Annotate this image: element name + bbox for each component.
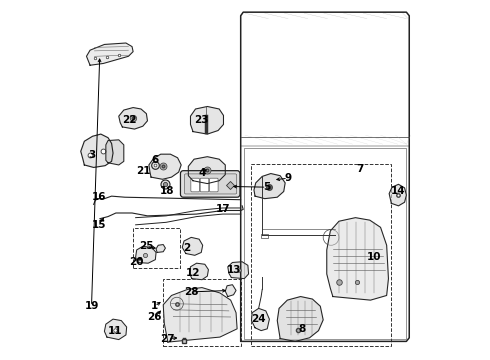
Polygon shape (104, 319, 126, 339)
Text: 21: 21 (137, 166, 151, 176)
Text: 26: 26 (147, 312, 162, 322)
Text: 16: 16 (92, 192, 106, 202)
Text: 3: 3 (88, 150, 95, 160)
Polygon shape (149, 154, 181, 179)
Polygon shape (136, 246, 156, 263)
Bar (245, 148, 406, 338)
Text: 12: 12 (186, 268, 200, 278)
Text: 18: 18 (160, 186, 174, 197)
Polygon shape (251, 309, 270, 330)
Polygon shape (327, 218, 389, 300)
Bar (133, 228, 180, 268)
Text: 25: 25 (139, 241, 154, 251)
Text: 27: 27 (161, 333, 175, 343)
Bar (163, 279, 241, 346)
Polygon shape (389, 184, 406, 206)
Polygon shape (190, 263, 208, 280)
Polygon shape (81, 134, 113, 167)
Text: 6: 6 (151, 155, 158, 165)
Polygon shape (277, 297, 323, 341)
Polygon shape (254, 174, 285, 199)
Text: 4: 4 (198, 168, 206, 178)
Text: 17: 17 (216, 204, 230, 215)
Text: 10: 10 (367, 252, 381, 262)
Polygon shape (182, 237, 203, 255)
Text: 19: 19 (84, 301, 98, 311)
Text: 28: 28 (184, 287, 198, 297)
Polygon shape (119, 108, 147, 129)
Text: 7: 7 (356, 164, 364, 174)
Text: 1: 1 (151, 301, 158, 311)
Text: 5: 5 (263, 182, 270, 192)
FancyBboxPatch shape (200, 178, 209, 192)
FancyBboxPatch shape (210, 178, 218, 192)
Bar (261, 234, 268, 238)
FancyBboxPatch shape (180, 171, 240, 197)
Text: 23: 23 (194, 115, 209, 125)
Text: 11: 11 (108, 326, 122, 336)
Polygon shape (188, 157, 225, 184)
FancyBboxPatch shape (184, 174, 237, 194)
Text: 9: 9 (285, 173, 292, 183)
Bar (251, 164, 392, 346)
Text: 14: 14 (391, 186, 406, 197)
Text: 15: 15 (92, 220, 106, 230)
Polygon shape (228, 262, 248, 279)
Text: 2: 2 (183, 243, 191, 253)
Polygon shape (87, 43, 133, 65)
Polygon shape (191, 107, 223, 134)
Polygon shape (106, 140, 124, 165)
Text: 22: 22 (122, 115, 137, 125)
Polygon shape (163, 288, 237, 342)
FancyBboxPatch shape (191, 178, 199, 192)
Text: 8: 8 (299, 324, 306, 334)
Polygon shape (156, 244, 166, 252)
Polygon shape (225, 285, 236, 297)
Text: 13: 13 (227, 265, 242, 275)
Text: 24: 24 (251, 314, 266, 324)
Text: 20: 20 (129, 257, 144, 267)
